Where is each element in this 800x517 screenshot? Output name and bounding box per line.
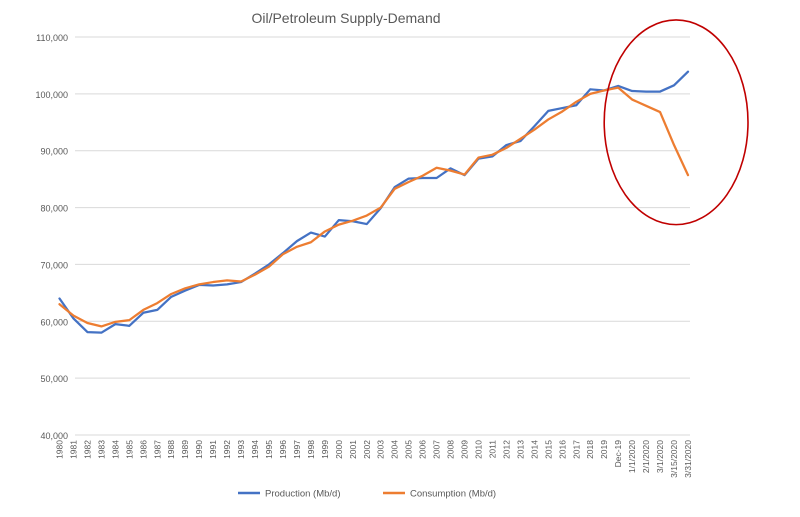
series-line-production	[58, 70, 690, 334]
x-tick-label: 1990	[194, 440, 204, 459]
x-tick-label: 2/1/2020	[641, 440, 651, 473]
x-tick-label: 1984	[110, 440, 120, 459]
legend: Production (Mb/d) Consumption (Mb/d)	[238, 489, 496, 500]
x-tick-label: 1983	[96, 440, 106, 459]
x-tick-label: 2002	[362, 440, 372, 459]
x-tick-label: 2005	[404, 440, 414, 459]
x-tick-label: 2015	[543, 440, 553, 459]
x-tick-label: 2012	[501, 440, 511, 459]
x-tick-label: 1982	[82, 440, 92, 459]
x-tick-label: 2004	[390, 440, 400, 459]
x-tick-label: 2008	[446, 440, 456, 459]
y-tick-label: 50,000	[40, 374, 68, 384]
x-tick-label: 2000	[334, 440, 344, 459]
x-tick-label: 1992	[222, 440, 232, 459]
y-tick-label: 100,000	[35, 90, 68, 100]
gridlines	[75, 36, 690, 436]
x-tick-label: 1981	[68, 440, 78, 459]
x-tick-label: 2006	[418, 440, 428, 459]
x-tick-label: 1997	[292, 440, 302, 459]
x-tick-label: 1994	[250, 440, 260, 459]
x-tick-label: 3/31/2020	[683, 440, 693, 478]
x-tick-label: 2013	[515, 440, 525, 459]
x-tick-label: 2014	[529, 440, 539, 459]
y-tick-label: 40,000	[40, 431, 68, 441]
x-tick-label: 1988	[166, 440, 176, 459]
x-tick-label: 1986	[138, 440, 148, 459]
x-tick-label: 2009	[460, 440, 470, 459]
series-line-consumption	[58, 86, 690, 328]
x-tick-label: 1995	[264, 440, 274, 459]
x-tick-label: 2010	[474, 440, 484, 459]
y-tick-label: 60,000	[40, 317, 68, 327]
x-tick-label: 2001	[348, 440, 358, 459]
x-tick-label: 1985	[124, 440, 134, 459]
y-tick-label: 90,000	[40, 147, 68, 157]
legend-label-production: Production (Mb/d)	[265, 489, 341, 500]
highlight-ellipse	[603, 19, 749, 226]
x-tick-label: 2017	[571, 440, 581, 459]
x-tick-label: 2007	[432, 440, 442, 459]
x-tick-label: 2003	[376, 440, 386, 459]
x-tick-label: 1991	[208, 440, 218, 459]
y-axis-tick-labels: 40,000 50,000 60,000 70,000 80,000 90,000 100,…	[35, 33, 68, 441]
chart-title: Oil/Petroleum Supply-Demand	[251, 10, 440, 26]
x-tick-label: 3/15/2020	[669, 440, 679, 478]
x-tick-label: 1996	[278, 440, 288, 459]
annotations	[603, 19, 749, 226]
y-tick-label: 110,000	[36, 33, 68, 43]
x-tick-label: 1998	[306, 440, 316, 459]
x-tick-label: 1980	[55, 440, 65, 459]
x-tick-label: 3/1/2020	[655, 440, 665, 473]
x-tick-label: Dec-19	[613, 440, 623, 468]
series-lines	[58, 70, 690, 334]
x-tick-label: 1993	[236, 440, 246, 459]
x-tick-label: 1/1/2020	[627, 440, 637, 473]
x-tick-label: 2011	[487, 440, 497, 459]
y-tick-label: 80,000	[40, 204, 68, 214]
x-tick-label: 2019	[599, 440, 609, 459]
x-tick-label: 1989	[180, 440, 190, 459]
x-tick-label: 1987	[152, 440, 162, 459]
legend-label-consumption: Consumption (Mb/d)	[410, 489, 496, 500]
y-tick-label: 70,000	[40, 260, 68, 270]
x-tick-label: 2018	[585, 440, 595, 459]
x-tick-label: 2016	[557, 440, 567, 459]
x-tick-label: 1999	[320, 440, 330, 459]
x-axis-tick-labels: 1980 1981 1982 1983 1984 1985 1986 1987 1988 1989…	[55, 440, 694, 478]
